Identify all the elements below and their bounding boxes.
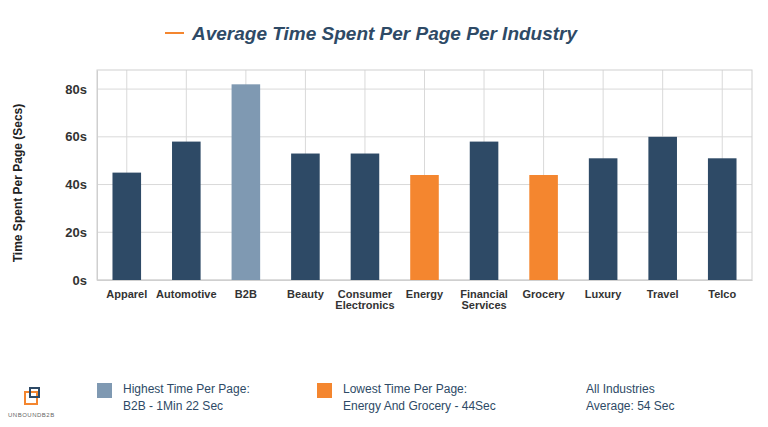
- x-tick: Energy: [406, 280, 444, 300]
- x-tick-label: Travel: [647, 288, 679, 300]
- logo-mark: [30, 388, 39, 397]
- bar: [470, 142, 499, 280]
- annotation-swatch: [97, 383, 112, 398]
- bar: [589, 158, 618, 280]
- annotation-text: Energy And Grocery - 44Sec: [343, 399, 496, 413]
- x-tick: Travel: [647, 280, 679, 300]
- annotations: Highest Time Per Page: B2B - 1Min 22 Sec L…: [8, 382, 675, 418]
- bar: [648, 137, 677, 280]
- title-dash: [165, 32, 184, 34]
- annotation-text: Lowest Time Per Page:: [343, 382, 467, 396]
- plot-frame: [97, 70, 752, 280]
- y-tick-label: 20s: [65, 225, 87, 240]
- annotation-text: B2B - 1Min 22 Sec: [123, 399, 223, 413]
- x-tick-label-line: Electronics: [335, 299, 394, 311]
- annotation-text: Average: 54 Sec: [586, 399, 675, 413]
- x-tick-label: B2B: [235, 288, 257, 300]
- bar: [708, 158, 737, 280]
- x-tick: B2B: [235, 280, 257, 300]
- x-tick-label: Grocery: [522, 288, 565, 300]
- y-axis-line: [97, 71, 98, 281]
- annotation-text: All Industries: [586, 382, 655, 396]
- y-tick: 40s: [65, 177, 97, 192]
- x-tick: Grocery: [522, 280, 565, 300]
- chart: Average Time Spent Per Page Per Industry…: [0, 0, 768, 427]
- x-tick-label-line: Financial: [460, 288, 508, 300]
- y-tick: 20s: [65, 225, 97, 240]
- bars: [112, 84, 736, 280]
- x-axis: Apparel Automotive B2B Beauty ConsumerElectr…: [98, 280, 753, 311]
- x-tick: Automotive: [156, 280, 217, 300]
- logo-text: UNBOUNDB2B: [8, 412, 55, 418]
- x-tick: Beauty: [287, 280, 325, 300]
- bar: [410, 175, 439, 280]
- annotation-swatch: [317, 383, 332, 398]
- x-tick-label: Telco: [708, 288, 736, 300]
- annotation-text: Highest Time Per Page:: [123, 382, 250, 396]
- y-tick-label: 40s: [65, 177, 87, 192]
- bar: [112, 173, 141, 280]
- y-tick-label: 80s: [65, 82, 87, 97]
- x-tick-label-line: Consumer: [338, 288, 393, 300]
- x-tick-label: Apparel: [106, 288, 147, 300]
- y-axis-title: Time Spent Per Page (Secs): [11, 104, 25, 263]
- y-tick-label: 60s: [65, 129, 87, 144]
- y-axis: 0s 20s 40s 60s 80s: [65, 71, 97, 288]
- bar: [291, 154, 320, 280]
- x-tick-label: Beauty: [287, 288, 325, 300]
- bar: [351, 154, 380, 280]
- y-tick: 80s: [65, 82, 97, 97]
- x-tick: Apparel: [106, 280, 147, 300]
- x-tick-label: Luxury: [585, 288, 623, 300]
- x-tick-label: Energy: [406, 288, 444, 300]
- x-tick-label: ConsumerElectronics: [335, 288, 394, 312]
- plot: 0s 20s 40s 60s 80s Apparel Automotive B2B Beauty…: [65, 70, 752, 311]
- x-tick: ConsumerElectronics: [335, 280, 394, 311]
- x-tick-label: Automotive: [156, 288, 217, 300]
- y-tick: 0s: [73, 273, 97, 288]
- bar: [172, 142, 201, 280]
- x-tick-label: FinancialServices: [460, 288, 508, 312]
- grid: [97, 70, 752, 280]
- y-tick-label: 0s: [73, 273, 87, 288]
- x-tick: Telco: [708, 280, 736, 300]
- x-tick: Luxury: [585, 280, 623, 300]
- bar: [232, 84, 261, 280]
- x-tick: FinancialServices: [460, 280, 508, 311]
- x-tick-label-line: Services: [461, 299, 506, 311]
- title: Average Time Spent Per Page Per Industry: [191, 23, 579, 44]
- bar: [529, 175, 558, 280]
- y-tick: 60s: [65, 129, 97, 144]
- x-axis-line: [98, 280, 753, 281]
